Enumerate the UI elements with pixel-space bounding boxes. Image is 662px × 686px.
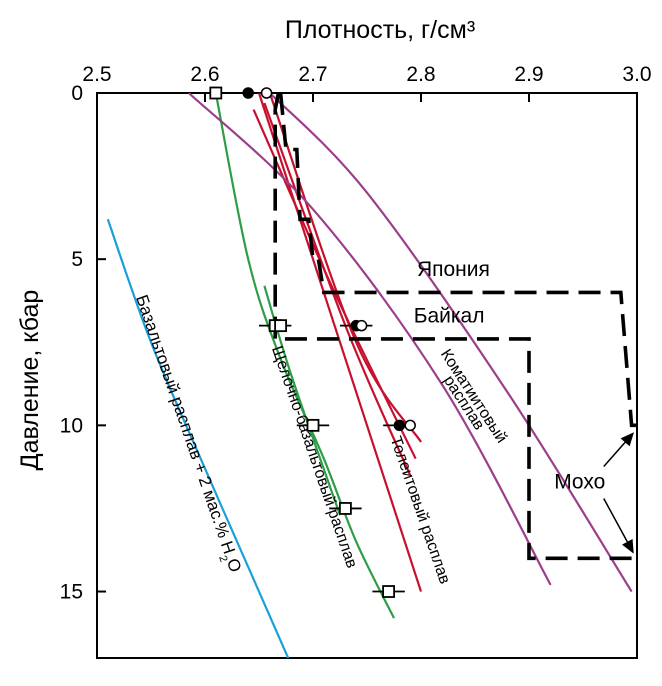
x-tick-label: 2.7 bbox=[298, 63, 327, 86]
data-point-square bbox=[306, 418, 320, 432]
x-tick-label: 2.8 bbox=[406, 63, 435, 86]
plot-frame bbox=[96, 92, 638, 659]
data-point-square bbox=[382, 585, 396, 598]
profile-baikal bbox=[273, 92, 637, 561]
x-tick-label: 3.0 bbox=[622, 63, 651, 86]
data-point-filled-circle bbox=[242, 87, 254, 99]
y-axis-title: Давление, кбар bbox=[16, 290, 44, 471]
y-tick-label: 0 bbox=[71, 82, 83, 105]
series-line-tholeiite bbox=[257, 93, 423, 592]
data-point-open-circle bbox=[260, 87, 273, 99]
label-japan: Япония bbox=[417, 258, 490, 281]
series-line-komatiite bbox=[269, 93, 633, 593]
data-point-square bbox=[209, 86, 223, 100]
x-axis-title: Плотность, г/см³ bbox=[285, 16, 475, 44]
data-point-square bbox=[338, 502, 352, 515]
series-line-komatiite bbox=[188, 93, 552, 586]
series-line-basalt-water bbox=[106, 218, 290, 658]
series-line-tholeiite bbox=[263, 102, 412, 476]
y-tick-label: 5 bbox=[71, 248, 83, 271]
data-point-square bbox=[274, 319, 288, 333]
x-tick-label: 2.5 bbox=[82, 63, 111, 86]
label-baikal: Байкал bbox=[414, 304, 485, 327]
y-tick-label: 10 bbox=[60, 414, 83, 437]
series-line-alkali-basalt bbox=[214, 93, 395, 619]
x-tick-label: 2.6 bbox=[190, 63, 219, 86]
label-moho: Мохо bbox=[554, 471, 605, 494]
data-point-open-circle bbox=[404, 419, 416, 432]
data-point-filled-circle bbox=[393, 419, 406, 432]
data-point-open-circle bbox=[355, 319, 368, 332]
x-tick-label: 2.9 bbox=[514, 63, 543, 86]
moho-arrow bbox=[603, 432, 634, 467]
series-layer bbox=[106, 93, 633, 658]
label-alkali-basalt: Щелочно-базальтовый расплав bbox=[268, 344, 360, 570]
moho-arrow bbox=[603, 498, 634, 554]
label-basalt-water: Базальтовый расплав + 2 мас.% H2O bbox=[127, 292, 245, 576]
series-line-alkali-basalt bbox=[263, 285, 342, 516]
label-tholeiite: Толеитовый расплав bbox=[387, 434, 453, 586]
y-tick-label: 15 bbox=[60, 581, 83, 604]
x-axis-title-main: Плотность, г/см³ bbox=[285, 16, 475, 44]
